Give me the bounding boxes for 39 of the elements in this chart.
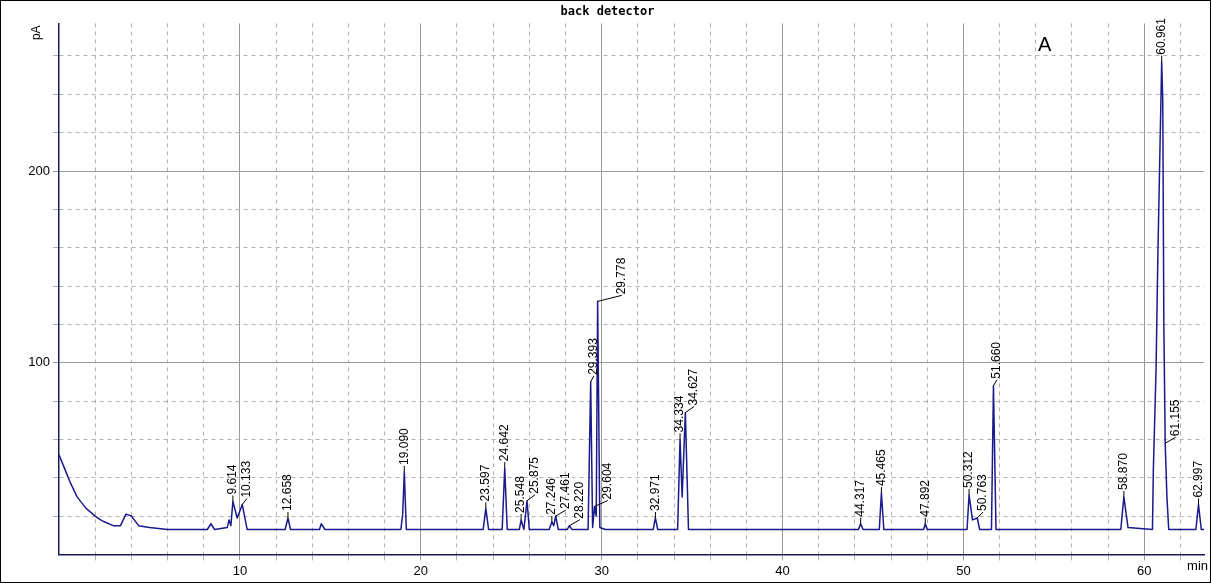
- annotation: 29.393: [586, 337, 601, 375]
- annotation: 29.778: [614, 257, 629, 295]
- x-tick-label: 20: [413, 562, 428, 578]
- annotation: 62.997: [1190, 460, 1205, 498]
- y-axis-title: pA: [29, 25, 44, 41]
- x-tick-label: 30: [594, 562, 609, 578]
- chart-title: back detector: [560, 4, 655, 19]
- annotation: 9.614: [225, 464, 240, 495]
- annotation: 45.465: [873, 449, 888, 487]
- annotation: 28.220: [572, 481, 587, 519]
- annotation: 34.334: [672, 395, 687, 433]
- annotation: 29.604: [600, 462, 615, 500]
- annotation: 44.317: [852, 479, 867, 517]
- x-tick-label: 50: [956, 562, 971, 578]
- annotation: 47.892: [917, 479, 932, 517]
- y-tick-label: 100: [28, 354, 50, 370]
- x-tick-label: 10: [232, 562, 248, 578]
- annotation: 51.660: [989, 341, 1004, 379]
- annotation: 34.627: [686, 368, 701, 406]
- annotation: 61.155: [1168, 399, 1182, 437]
- annotation: 10.133: [239, 460, 254, 498]
- annotation: 50.763: [975, 473, 990, 511]
- annotation: 25.548: [513, 475, 528, 513]
- annotation: 12.658: [280, 473, 295, 511]
- x-tick-label: 60: [1137, 562, 1152, 578]
- y-tick-label: 200: [28, 162, 50, 178]
- annotation: 27.461: [558, 472, 573, 510]
- annotation: 58.870: [1116, 452, 1131, 490]
- x-tick-label: 40: [775, 562, 790, 578]
- annotation: 27.246: [544, 477, 559, 515]
- annotation: 32.971: [647, 473, 662, 511]
- annotation: 60.961: [1154, 17, 1168, 55]
- annotation: 19.090: [396, 427, 411, 465]
- x-axis-title: min: [1187, 558, 1208, 574]
- annotation: 23.597: [478, 464, 493, 502]
- annotation: 24.642: [497, 424, 512, 462]
- annotation: 25.875: [527, 456, 542, 494]
- annotation: 50.312: [961, 450, 976, 488]
- annotation: A: [1037, 32, 1052, 55]
